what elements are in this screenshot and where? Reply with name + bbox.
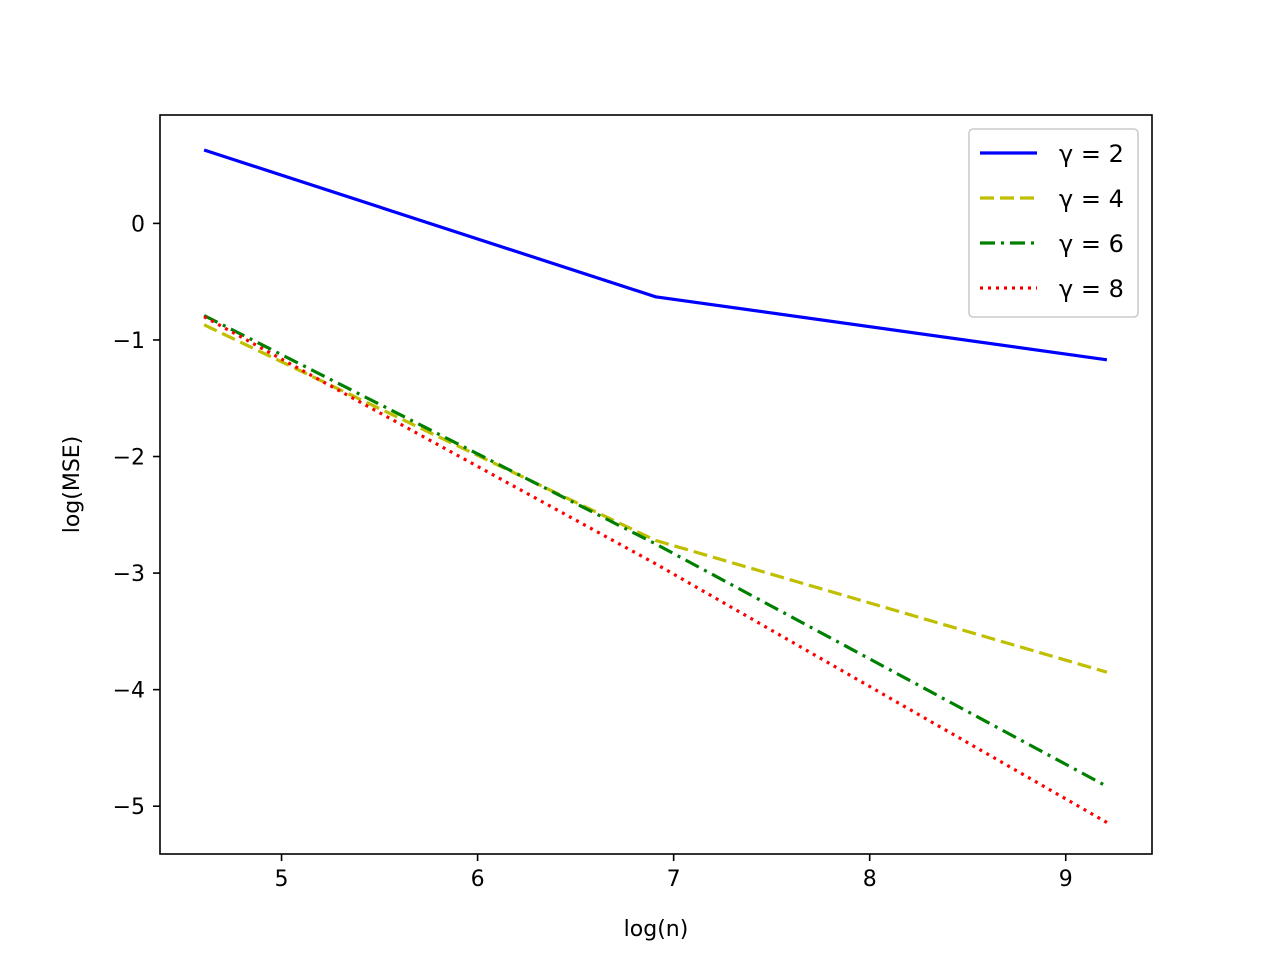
- y-tick-label: −2: [113, 446, 145, 471]
- x-tick-label: 8: [863, 867, 877, 892]
- x-tick-label: 7: [667, 867, 681, 892]
- x-axis-label: log(n): [624, 917, 689, 942]
- legend-label-4: γ = 8: [1059, 275, 1124, 303]
- series-layer: [203, 148, 1108, 824]
- series-line-1: [203, 148, 1108, 362]
- legend: γ = 2 γ = 4 γ = 6 γ = 8: [968, 128, 1139, 318]
- legend-label-1: γ = 2: [1059, 140, 1124, 168]
- series-line-2: [203, 323, 1108, 674]
- y-tick-label: −4: [113, 679, 145, 704]
- y-axis-label: log(MSE): [60, 436, 85, 534]
- series-line-4: [203, 315, 1108, 824]
- y-tick-label: 0: [131, 212, 145, 237]
- y-tick-label: −1: [113, 329, 145, 354]
- y-tick-label: −3: [113, 562, 145, 587]
- x-ticks: 5 6 7 8 9: [275, 854, 1073, 892]
- y-ticks: 0 −1 −2 −3 −4 −5: [113, 212, 160, 820]
- series-line-3: [203, 314, 1108, 788]
- legend-label-3: γ = 6: [1059, 230, 1124, 258]
- legend-label-2: γ = 4: [1059, 185, 1124, 213]
- x-tick-label: 6: [471, 867, 485, 892]
- axes-frame: [159, 114, 1153, 855]
- x-tick-label: 5: [275, 867, 289, 892]
- y-tick-label: −5: [113, 795, 145, 820]
- x-tick-label: 9: [1059, 867, 1073, 892]
- legend-box: [968, 128, 1139, 318]
